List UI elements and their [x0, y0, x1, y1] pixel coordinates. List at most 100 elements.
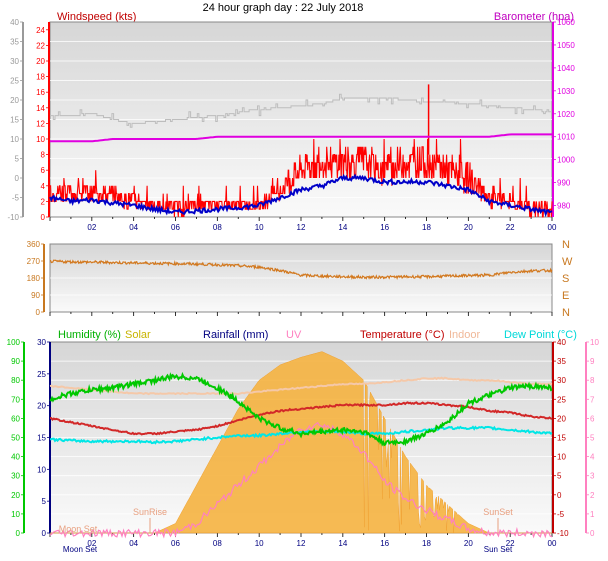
- direction-label: N: [562, 307, 570, 319]
- gust-axis-tick-label: 40: [10, 18, 19, 27]
- sun-set-x-label: Sun Set: [484, 545, 513, 554]
- dir-axis-tick-label: 270: [27, 257, 41, 266]
- page-title: 24 hour graph day : 22 July 2018: [203, 2, 364, 14]
- x-tick-label: 02: [87, 539, 96, 548]
- dir-axis-tick-label: 360: [27, 240, 41, 249]
- gust-axis-tick-label: 35: [10, 38, 19, 47]
- baro-axis-tick-label: 1010: [557, 133, 575, 142]
- sunset-annotation: SunSet: [483, 507, 513, 517]
- temp-axis-tick-label: 35: [557, 357, 566, 366]
- uv-axis-tick-label: 6: [590, 414, 595, 423]
- uv-axis-tick-label: 8: [590, 376, 595, 385]
- legend-indoor: Indoor: [449, 329, 481, 341]
- x-tick-label: 12: [297, 539, 306, 548]
- uv-axis-tick-label: 1: [590, 510, 595, 519]
- x-tick-label: 22: [506, 539, 515, 548]
- humidity-axis-tick-label: 20: [11, 491, 20, 500]
- baro-axis-tick-label: 1020: [557, 110, 575, 119]
- gust-axis-tick-label: 15: [10, 116, 19, 125]
- x-tick-label: 16: [380, 223, 389, 232]
- windspeed-axis-label: Windspeed (kts): [57, 11, 136, 23]
- humidity-axis-tick-label: 100: [7, 338, 21, 347]
- wind-axis-tick-label: 14: [36, 104, 45, 113]
- legend-rainfall: Rainfall (mm): [203, 329, 268, 341]
- baro-axis-tick-label: 980: [557, 202, 571, 211]
- x-tick-label: 06: [171, 539, 180, 548]
- dir-axis-tick-label: 0: [36, 308, 41, 317]
- uv-axis-tick-label: 4: [590, 453, 595, 462]
- x-tick-label: 18: [422, 539, 431, 548]
- barometer-series: [50, 133, 552, 143]
- x-tick-label: 00: [548, 539, 557, 548]
- wind-axis-tick-label: 24: [36, 26, 45, 35]
- legend-humidity: Humidity (%): [58, 329, 121, 341]
- rain-axis-tick-label: 10: [37, 465, 46, 474]
- gust-axis-tick-label: -10: [7, 213, 19, 222]
- x-tick-label: 18: [422, 223, 431, 232]
- temp-axis-tick-label: 15: [557, 434, 566, 443]
- direction-label: W: [562, 256, 573, 268]
- x-tick-label: 22: [506, 223, 515, 232]
- baro-axis-tick-label: 1050: [557, 41, 575, 50]
- wind-axis-tick-label: 22: [36, 41, 45, 50]
- temp-axis-tick-label: 20: [557, 414, 566, 423]
- x-tick-label: 08: [213, 539, 222, 548]
- legend-temperature: Temperature (°C): [360, 329, 444, 341]
- x-tick-label: 12: [297, 223, 306, 232]
- wind-panel: 02 04 06 08 10 12 14 16 18 20 22 00-10-505101520253…: [7, 18, 575, 232]
- gust-axis-tick-label: 10: [10, 135, 19, 144]
- uv-series: [49, 421, 553, 539]
- x-tick-label: 10: [255, 223, 264, 232]
- gust-series: [50, 93, 552, 128]
- humidity-axis-tick-label: 90: [11, 357, 20, 366]
- gust-axis-tick-label: 25: [10, 77, 19, 86]
- humidity-axis-tick-label: 60: [11, 414, 20, 423]
- baro-axis-tick-label: 1060: [557, 18, 575, 27]
- temp-axis-tick-label: 30: [557, 376, 566, 385]
- x-tick-label: 10: [255, 539, 264, 548]
- legend-uv: UV: [286, 329, 302, 341]
- rain-axis-tick-label: 15: [37, 434, 46, 443]
- barometer-axis-label: Barometer (hpa): [494, 11, 574, 23]
- humidity-axis-tick-label: 30: [11, 472, 20, 481]
- avg-wind-series: [49, 173, 553, 218]
- temp-axis-tick-label: 25: [557, 395, 566, 404]
- wind-barometer-panel: Windspeed (kts) Barometer (hpa): [57, 11, 574, 23]
- gust-axis-tick-label: 30: [10, 57, 19, 66]
- uv-axis-tick-label: 2: [590, 491, 595, 500]
- humidity-axis-tick-label: 50: [11, 434, 20, 443]
- rain-axis-tick-label: 20: [37, 402, 46, 411]
- uv-axis-tick-label: 3: [590, 472, 595, 481]
- direction-label: E: [562, 290, 569, 302]
- temp-axis-tick-label: -5: [557, 510, 565, 519]
- sunrise-annotation: SunRise: [133, 507, 167, 517]
- uv-axis-tick-label: 7: [590, 395, 595, 404]
- dir-axis-tick-label: 90: [31, 291, 40, 300]
- temperature-series: [50, 401, 553, 436]
- x-tick-label: 00: [548, 223, 557, 232]
- wind-series: [50, 138, 553, 218]
- wind-axis-tick-label: 10: [36, 135, 45, 144]
- legend-solar: Solar: [125, 329, 151, 341]
- gust-axis-tick-label: 20: [10, 96, 19, 105]
- x-tick-label: 20: [464, 539, 473, 548]
- x-tick-label: 04: [129, 223, 138, 232]
- uv-axis-tick-label: 9: [590, 357, 595, 366]
- rain-axis-tick-label: 0: [42, 529, 47, 538]
- temp-axis-tick-label: -10: [557, 529, 569, 538]
- baro-axis-tick-label: 1040: [557, 64, 575, 73]
- temp-axis-tick-label: 10: [557, 453, 566, 462]
- indoor-series: [49, 376, 553, 396]
- wind-axis-tick-label: 12: [36, 119, 45, 128]
- temp-axis-tick-label: 0: [557, 491, 562, 500]
- gust-axis-tick-label: 0: [15, 174, 20, 183]
- temp-axis-tick-label: 5: [557, 472, 562, 481]
- direction-label: N: [562, 239, 570, 251]
- x-tick-label: 14: [338, 223, 347, 232]
- humidity-axis-tick-label: 10: [11, 510, 20, 519]
- humidity-axis-tick-label: 40: [11, 453, 20, 462]
- wind-axis-tick-label: 0: [41, 213, 46, 222]
- wind-axis-tick-label: 18: [36, 73, 45, 82]
- baro-axis-tick-label: 1030: [557, 87, 575, 96]
